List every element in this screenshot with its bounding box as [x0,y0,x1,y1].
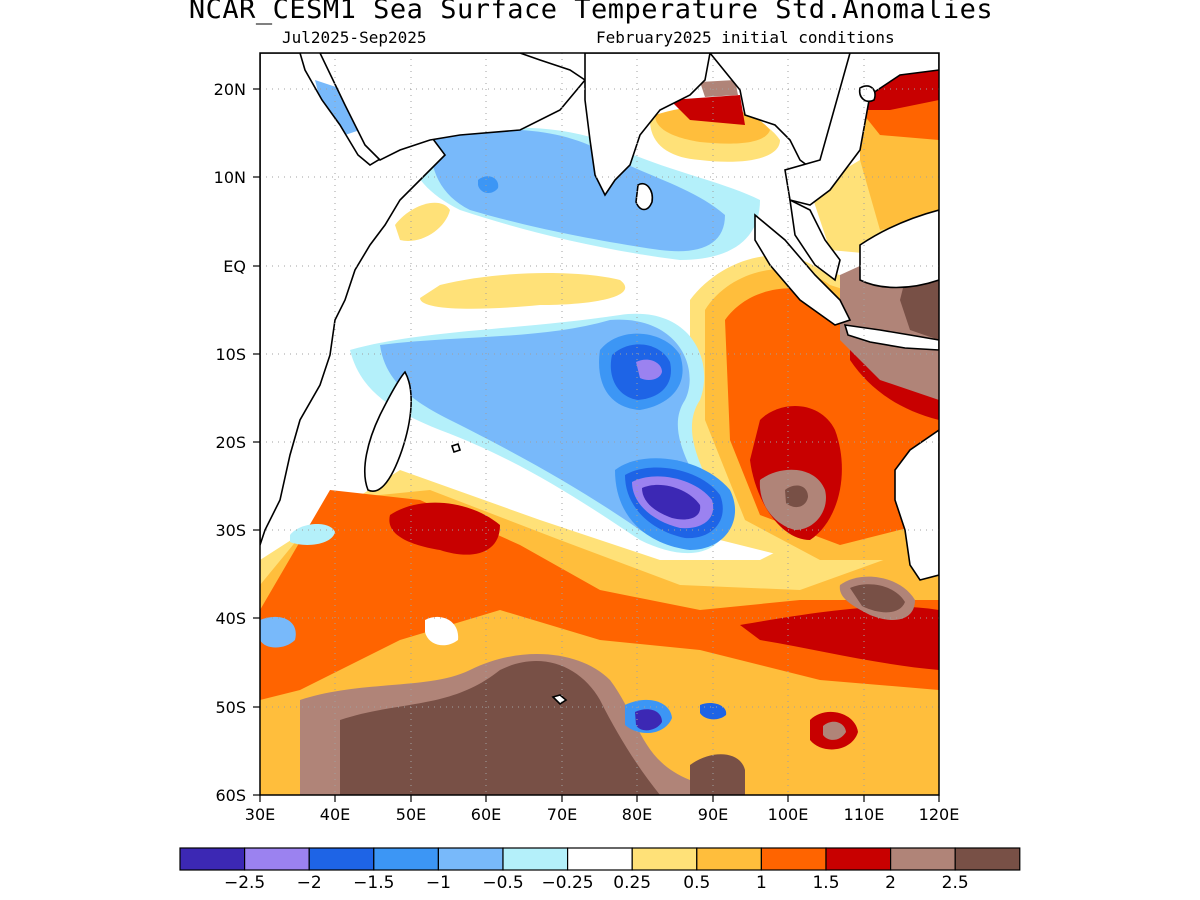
colorbar-swatch [954,847,1021,871]
west-cold-patch-2 [260,616,296,648]
colorbar-swatch [244,847,310,871]
colorbar-swatch [696,847,762,871]
coastlines [260,53,939,706]
colorbar-label: 2.5 [942,873,969,893]
y-tick-label: 10N [214,168,246,187]
x-tick-label: 120E [919,805,960,824]
australia-landmass [894,429,939,581]
west-cold-patch [290,524,335,545]
southeast-brown-spot [823,721,846,740]
colorbar-label: −0.25 [542,873,594,893]
west-yellow-patch [395,202,450,241]
colorbar-swatch [631,847,698,871]
kerguelen-island [551,694,568,706]
madagascar [364,370,412,492]
southern-red-patch-west [389,502,500,555]
y-tick-label: 40S [215,609,246,628]
colorbar-swatch [889,847,956,871]
y-tick-label: 50S [215,698,246,717]
indochina-landmass [784,53,939,206]
colorbar-label: 0.5 [683,873,710,893]
bay-red [670,95,745,125]
colorbar-label: −2 [297,873,322,893]
cold-core-south-center [642,484,701,520]
java [843,324,939,351]
y-tick-label: 10S [215,345,246,364]
y-tick-label: 30S [215,521,246,540]
borneo [859,209,939,289]
southern-dark-brown [340,661,660,795]
x-tick-label: 40E [320,805,350,824]
x-tick-label: 100E [768,805,809,824]
northern-cold-core [478,176,499,194]
south-cold-patch-2 [700,703,727,720]
x-tick-label: 90E [698,805,728,824]
southern-brown-east [690,754,745,795]
northern-cold [430,129,725,252]
tick-marks [253,88,940,802]
y-tick-label: 60S [215,786,246,805]
sumatra [754,213,852,326]
arabia-landmass [319,53,587,161]
colorbar-label: −1.5 [353,873,394,893]
eastern-dark-brown [785,485,808,508]
x-tick-label: 70E [547,805,577,824]
colorbar-label: 1.5 [812,873,839,893]
india-landmass [584,53,711,197]
sri-lanka [635,183,654,211]
colorbar-swatch [566,847,633,871]
season-subtitle: Jul2025-Sep2025 [282,28,427,47]
y-tick-label: 20S [215,433,246,452]
africa-landmass [260,53,447,546]
colorbar-swatch [179,847,246,871]
colorbar-label: −2.5 [224,873,265,893]
plot-frame [259,52,940,796]
colorbar-swatch [308,847,375,871]
colorbar-swatch [760,847,827,871]
colorbar-label: 2 [885,873,896,893]
colorbar-swatch [502,847,569,871]
colorbar-label: −1 [426,873,451,893]
colorbar-label: 0.25 [613,873,651,893]
bay-brown [700,80,738,97]
x-tick-label: 110E [844,805,885,824]
colorbar-swatch [373,847,439,871]
hainan-island [858,85,876,103]
y-tick-label: 20N [214,80,246,99]
y-tick-label: EQ [223,257,246,276]
x-tick-label: 30E [245,805,275,824]
colorbar: −2.5 −2 −1.5 −1 −0.5 −0.25 0.25 0.5 1 1.5 2 2.5 [179,847,1021,893]
colorbar-label: −0.5 [482,873,523,893]
initial-conditions-subtitle: February2025 initial conditions [596,28,895,47]
cold-core-north-center [636,359,662,380]
x-tick-label: 50E [396,805,426,824]
west-white-spot [425,616,459,646]
colorbar-swatch [437,847,504,871]
x-tick-label: 80E [622,805,652,824]
southern-red-band-east [740,606,939,670]
map-grid [260,53,939,795]
south-cold-core [635,709,662,731]
northwest-cold-coast [315,80,360,135]
colorbar-label: 1 [756,873,767,893]
malay-peninsula [788,198,841,282]
reunion-mauritius [450,442,462,454]
map-title: NCAR_CESM1 Sea Surface Temperature Std.A… [188,0,994,25]
x-tick-label: 60E [471,805,501,824]
colorbar-swatch [825,847,892,871]
equatorial-yellow-streak [420,273,626,309]
